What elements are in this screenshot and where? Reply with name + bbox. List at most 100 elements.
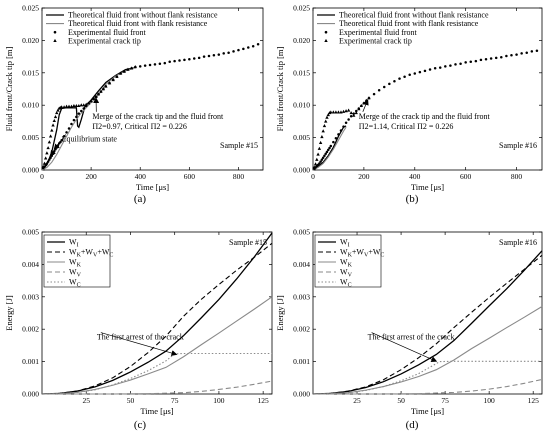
fluid-front-point [138, 65, 142, 68]
fluid-front-point [65, 131, 68, 134]
series-line [41, 242, 273, 395]
fluid-front-point [318, 162, 321, 165]
x-axis-label: Time [μs] [140, 406, 173, 416]
x-tick-label: 800 [233, 172, 245, 181]
chart-panel-4: 25 50 75 100 125 0.000 0.001 0.002 0.003 0.004 0.0… [275, 228, 543, 431]
annotation-text: Equilibrium state [62, 134, 118, 143]
series-dot-gray [41, 352, 272, 395]
y-axis-label: Energy [J] [4, 295, 14, 331]
fluid-front-point [510, 54, 513, 57]
legend-marker-triangle [324, 38, 328, 42]
annotation-arrow [371, 332, 438, 362]
fluid-front-point [474, 59, 478, 63]
fluid-front-point [168, 60, 171, 64]
y-tick-label: 0.020 [293, 36, 310, 45]
fluid-front-point [438, 66, 442, 69]
fluid-front-point [334, 136, 338, 140]
fluid-front-point [382, 85, 386, 89]
y-tick-label: 0.015 [22, 68, 39, 77]
crack-tip-point [50, 128, 54, 132]
series-dash-gray [313, 378, 543, 395]
y-axis-label: Fluid front/Crack tip [m] [4, 46, 14, 131]
annotation-arrow [100, 332, 178, 356]
legend-label: Theoretical fluid front without flank re… [339, 11, 489, 20]
fluid-front-point [489, 57, 493, 60]
fluid-front-point [337, 133, 340, 136]
annotation-text: Merge of the crack tip and the fluid fro… [92, 112, 224, 121]
annotation-text: Π2=1.14, Critical Π2 = 0.226 [359, 122, 454, 131]
fluid-front-point [82, 107, 85, 110]
legend-marker-triangle [53, 38, 57, 42]
fluid-front-point [515, 53, 518, 56]
chart-panel-1: 0 200 400 600 800 0.000 0.005 0.010 0.015 0.020 0.… [4, 4, 264, 205]
series-triangle [312, 96, 371, 169]
legend: Theoretical fluid front without flank re… [317, 11, 489, 45]
fluid-front-point [433, 67, 437, 70]
crack-tip-point [64, 104, 69, 108]
panel-caption: (b) [406, 193, 419, 205]
fluid-front-point [72, 118, 76, 122]
crack-tip-point [313, 162, 318, 166]
series-solid-black [41, 66, 136, 171]
y-tick-label: 0.005 [22, 133, 39, 142]
crack-tip-point [133, 65, 138, 69]
x-tick-label: 200 [358, 172, 370, 181]
chart-panel-3: 25 50 75 100 125 0.000 0.001 0.002 0.003 0.004 0.0… [4, 228, 273, 431]
x-axis-label: Time [μs] [411, 406, 444, 416]
fluid-front-point [227, 51, 230, 54]
series-solid-gray [312, 306, 543, 395]
crack-tip-point [115, 74, 119, 78]
panel-caption: (d) [406, 419, 419, 431]
legend-box [314, 234, 382, 288]
fluid-front-point [158, 62, 162, 65]
y-tick-label: 0.003 [293, 292, 310, 301]
fluid-front-point [188, 57, 191, 61]
panel-caption: (c) [134, 419, 147, 431]
crack-tip-point [118, 71, 123, 75]
y-tick-label: 0.005 [22, 228, 39, 237]
x-tick-label: 200 [85, 172, 97, 181]
series-line [41, 296, 273, 395]
y-tick-label: 0.004 [22, 260, 39, 269]
y-tick-label: 0.005 [293, 133, 310, 142]
legend-label: WK​ [69, 258, 82, 269]
y-tick-label: 0.000 [293, 166, 310, 175]
y-tick-label: 0.020 [22, 36, 39, 45]
series-line [312, 306, 543, 395]
fluid-front-point [530, 50, 534, 53]
fluid-front-point [332, 140, 335, 144]
fluid-front-point [454, 63, 457, 66]
fluid-front-point [321, 156, 325, 159]
crack-tip-point [69, 104, 74, 108]
fluid-front-point [520, 52, 523, 55]
crack-tip-point [326, 113, 330, 117]
crack-tip-point [47, 140, 52, 144]
fluid-front-point [256, 43, 260, 46]
x-tick-label: 75 [441, 396, 449, 405]
fluid-front-point [48, 158, 51, 161]
x-tick-label: 800 [511, 172, 523, 181]
fluid-front-point [449, 64, 452, 67]
crack-tip-point [359, 103, 364, 108]
crack-tip-point [357, 107, 361, 111]
crack-tip-point [62, 105, 66, 109]
x-tick-label: 50 [397, 396, 405, 405]
x-tick-label: 25 [82, 396, 90, 405]
crack-tip-point [329, 110, 333, 114]
chart-panel-2: 0 200 400 600 800 0.000 0.005 0.010 0.015 0.020 0.… [275, 4, 543, 205]
crack-tip-point [67, 104, 71, 108]
legend: Theoretical fluid front without flank re… [46, 11, 218, 45]
fluid-front-point [148, 63, 152, 67]
x-tick-label: 400 [135, 172, 147, 181]
crack-tip-point [336, 110, 341, 114]
legend-label: WI​ [340, 238, 350, 249]
crack-tip-point [315, 157, 319, 161]
fluid-front-point [347, 118, 350, 121]
x-tick-label: 125 [528, 396, 540, 405]
crack-tip-point [72, 103, 76, 108]
legend-box [43, 234, 111, 288]
fluid-front-point [207, 54, 211, 58]
series-line [312, 360, 542, 395]
crack-tip-point [52, 118, 56, 122]
